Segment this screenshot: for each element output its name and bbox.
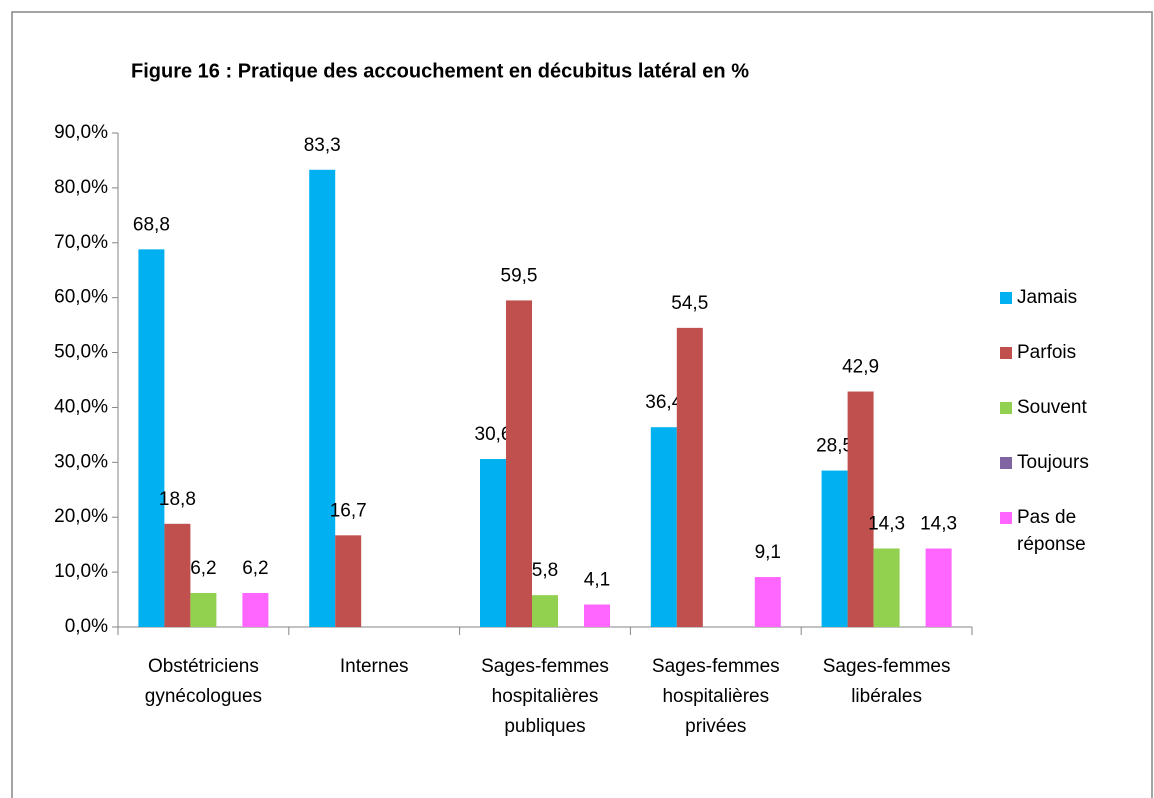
data-label: 16,7	[330, 500, 367, 521]
bar	[480, 459, 506, 627]
bar	[821, 470, 848, 627]
legend-label: Souvent	[1017, 397, 1087, 418]
bar	[676, 327, 703, 627]
y-tick-label: 40,0%	[54, 396, 108, 417]
legend-swatch	[1000, 512, 1012, 524]
bar	[925, 548, 952, 627]
data-label: 9,1	[755, 542, 781, 563]
bar	[532, 595, 558, 627]
x-tick-label: Internes	[340, 656, 409, 677]
chart-border	[11, 11, 1153, 798]
legend-swatch	[1000, 292, 1012, 304]
data-label: 68,8	[133, 214, 170, 235]
bar	[138, 249, 165, 627]
data-label: 6,2	[242, 558, 268, 579]
x-tick-label: Sages-femmes hospitalières publiques	[481, 656, 609, 737]
bar	[506, 300, 532, 627]
data-label: 54,5	[671, 293, 708, 314]
chart-title: Figure 16 : Pratique des accouchement en…	[131, 60, 749, 82]
data-label: 18,8	[159, 489, 196, 510]
y-tick-label: 30,0%	[54, 451, 108, 472]
data-label: 4,1	[584, 570, 610, 591]
legend-swatch	[1000, 457, 1012, 469]
data-label: 14,3	[868, 514, 905, 535]
data-label: 83,3	[304, 135, 341, 156]
y-tick-label: 60,0%	[54, 287, 108, 308]
y-tick-label: 0,0%	[65, 616, 108, 637]
legend-label: Jamais	[1017, 287, 1077, 308]
bar	[190, 592, 217, 627]
legend-swatch	[1000, 347, 1012, 359]
bar	[242, 592, 269, 627]
bar	[650, 427, 677, 627]
data-label: 6,2	[190, 558, 216, 579]
x-tick-label: Sages-femmes libérales	[823, 656, 951, 707]
bar	[164, 523, 191, 627]
data-label: 14,3	[920, 514, 957, 535]
legend-swatch	[1000, 402, 1012, 414]
y-tick-label: 10,0%	[54, 561, 108, 582]
bar	[335, 535, 362, 627]
bar	[873, 548, 900, 627]
data-label: 36,4	[645, 392, 682, 413]
data-label: 42,9	[842, 357, 879, 378]
y-tick-label: 70,0%	[54, 232, 108, 253]
bar	[847, 391, 874, 627]
legend-label: Pas de réponse	[1017, 507, 1086, 555]
data-label: 30,6	[475, 424, 512, 445]
y-tick-label: 80,0%	[54, 177, 108, 198]
x-tick-label: Sages-femmes hospitalières privées	[652, 656, 780, 737]
x-tick-label: Obstétriciens gynécologues	[145, 656, 262, 707]
bar	[754, 577, 781, 627]
data-label: 59,5	[501, 265, 538, 286]
y-tick-label: 20,0%	[54, 506, 108, 527]
legend-label: Toujours	[1017, 452, 1089, 473]
legend-label: Parfois	[1017, 342, 1076, 363]
y-tick-label: 90,0%	[54, 122, 108, 143]
bar	[584, 604, 610, 627]
bar	[309, 169, 336, 627]
data-label: 5,8	[532, 560, 558, 581]
data-label: 28,5	[816, 436, 853, 457]
y-tick-label: 50,0%	[54, 342, 108, 363]
